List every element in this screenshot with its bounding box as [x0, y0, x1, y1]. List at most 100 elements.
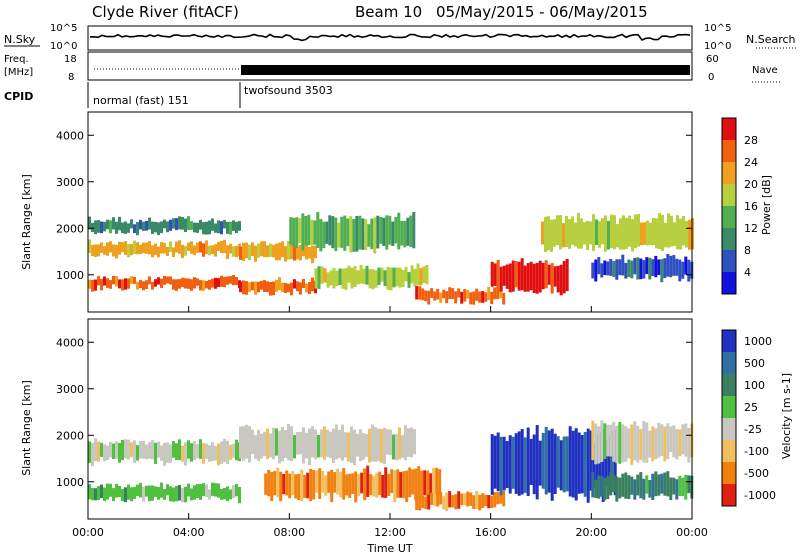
- heatmap-cell: [112, 244, 115, 257]
- heatmap-cell: [378, 471, 382, 496]
- heatmap-cell: [257, 281, 260, 293]
- heatmap-cell: [217, 241, 220, 251]
- colorbar-swatch: [722, 396, 736, 419]
- heatmap-cell: [187, 242, 190, 251]
- heatmap-cell: [187, 278, 190, 289]
- heatmap-cell: [487, 287, 491, 301]
- heatmap-cell: [187, 440, 190, 459]
- heatmap-cell: [181, 277, 184, 287]
- heatmap-cell: [413, 429, 416, 455]
- nsky-trace: [89, 33, 691, 42]
- heatmap-cell: [121, 279, 124, 291]
- heatmap-cell: [97, 441, 100, 462]
- heatmap-cell: [223, 438, 226, 462]
- colorbar-tick-label: 12: [744, 222, 758, 235]
- heatmap-cell: [293, 279, 296, 289]
- heatmap-cell: [410, 265, 414, 284]
- heatmap-cell: [598, 221, 601, 248]
- heatmap-cell: [344, 268, 348, 290]
- heatmap-cell: [595, 433, 599, 498]
- heatmap-cell: [88, 216, 91, 230]
- heatmap-cell: [600, 420, 604, 462]
- heatmap-cell: [127, 484, 130, 500]
- heatmap-cell: [496, 432, 500, 491]
- nave-tick-top: 60: [706, 54, 719, 65]
- heatmap-cell: [337, 222, 341, 248]
- heatmap-cell: [544, 260, 548, 289]
- colorbar-swatch: [722, 374, 736, 397]
- heatmap-cell: [663, 472, 667, 496]
- heatmap-cell: [651, 426, 655, 462]
- freq-tick-bottom: 8: [68, 72, 74, 83]
- heatmap-cell: [360, 472, 364, 494]
- heatmap-cell: [214, 223, 217, 233]
- heatmap-cell: [308, 428, 311, 466]
- heatmap-cell: [615, 476, 619, 502]
- heatmap-cell: [263, 241, 266, 257]
- heatmap-cell: [340, 216, 344, 248]
- heatmap-cell: [490, 495, 494, 508]
- heatmap-cell: [91, 488, 94, 501]
- heatmap-cell: [151, 221, 154, 234]
- heatmap-cell: [490, 291, 494, 305]
- heatmap-cell: [463, 493, 467, 506]
- heatmap-cell: [121, 242, 124, 253]
- heatmap-cell: [389, 429, 392, 456]
- heatmap-cell: [682, 215, 685, 246]
- heatmap-cell: [669, 477, 673, 501]
- heatmap-cell: [223, 487, 226, 500]
- heatmap-cell: [648, 430, 652, 458]
- heatmap-cell: [157, 487, 160, 500]
- heatmap-cell: [296, 281, 299, 292]
- heatmap-cell: [334, 217, 338, 251]
- heatmap-cell: [405, 470, 409, 502]
- heatmap-cell: [151, 440, 154, 460]
- heatmap-cell: [257, 430, 260, 461]
- heatmap-cell: [220, 489, 223, 500]
- heatmap-cell: [333, 472, 337, 493]
- freq-unit: [MHz]: [4, 67, 33, 78]
- heatmap-cell: [226, 276, 229, 285]
- heatmap-cell: [547, 216, 550, 251]
- heatmap-cell: [184, 278, 187, 289]
- heatmap-cell: [148, 240, 151, 255]
- heatmap-cell: [399, 472, 403, 498]
- heatmap-cell: [639, 472, 643, 499]
- heatmap-cell: [178, 240, 181, 254]
- heatmap-cell: [502, 265, 506, 286]
- heatmap-cell: [535, 262, 539, 294]
- heatmap-cell: [139, 482, 142, 498]
- heatmap-cell: [115, 441, 118, 459]
- heatmap-cell: [328, 215, 332, 246]
- colorbar-tick-label: 4: [744, 266, 751, 279]
- heatmap-cell: [281, 427, 284, 462]
- heatmap-cell: [657, 259, 661, 275]
- heatmap-cell: [163, 489, 166, 500]
- heatmap-cell: [407, 272, 411, 288]
- heatmap-cell: [675, 429, 679, 460]
- heatmap-cell: [193, 441, 196, 461]
- heatmap-cell: [612, 261, 616, 278]
- heatmap-cell: [380, 429, 383, 463]
- heatmap-cell: [517, 261, 521, 291]
- heatmap-cell: [475, 490, 479, 509]
- heatmap-cell: [432, 467, 436, 497]
- heatmap-cell: [535, 425, 539, 500]
- heatmap-cell: [353, 429, 356, 466]
- heatmap-cell: [133, 440, 136, 463]
- heatmap-cell: [299, 244, 302, 261]
- heatmap-cell: [217, 443, 220, 466]
- heatmap-cell: [145, 221, 148, 231]
- heatmap-cell: [293, 245, 296, 261]
- heatmap-cell: [112, 443, 115, 459]
- heatmap-cell: [377, 267, 381, 285]
- heatmap-cell: [193, 245, 196, 256]
- heatmap-cell: [217, 278, 220, 287]
- heatmap-cell: [499, 492, 503, 504]
- heatmap-cell: [326, 272, 330, 288]
- heatmap-cell: [319, 219, 323, 252]
- heatmap-cell: [380, 267, 384, 282]
- x-tick-label: 00:00: [676, 526, 708, 539]
- heatmap-cell: [178, 279, 181, 289]
- heatmap-cell: [478, 494, 482, 511]
